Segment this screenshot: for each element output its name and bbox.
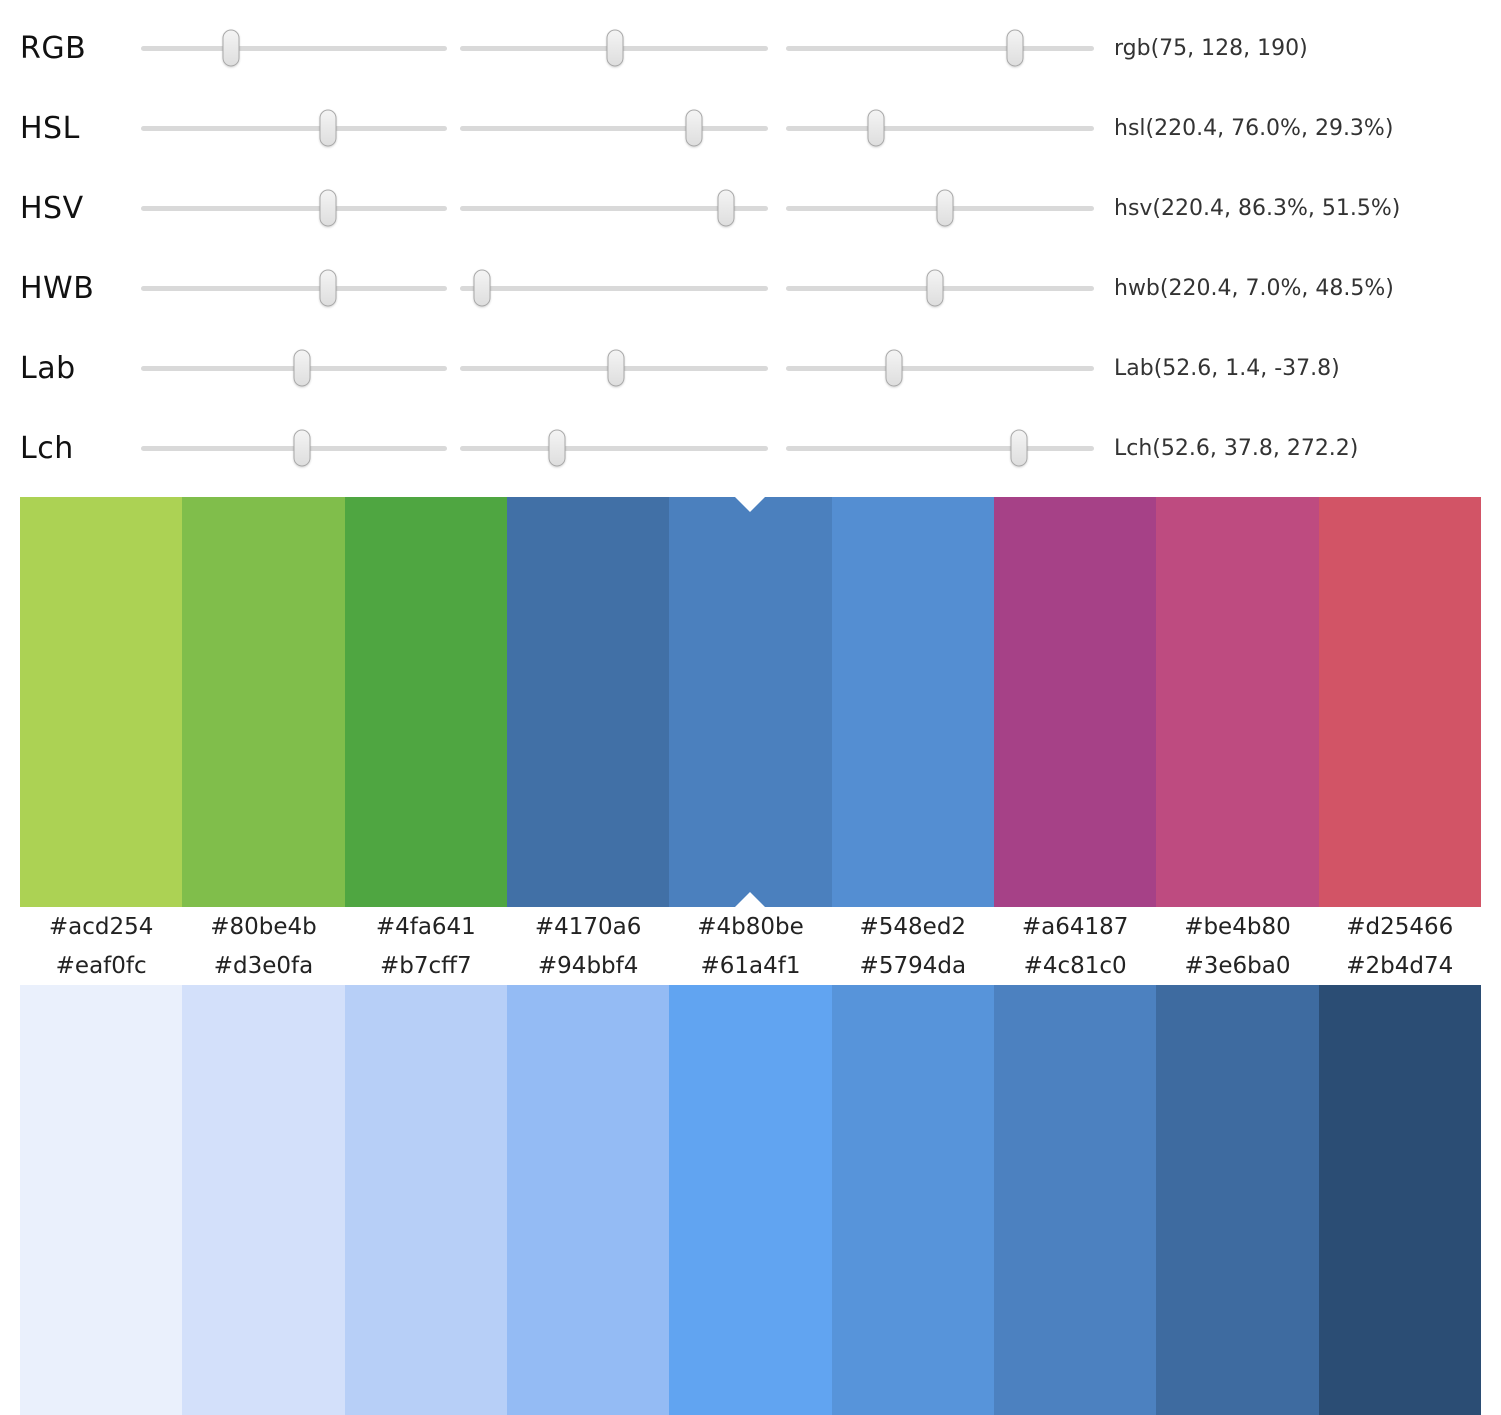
color-value-text: rgb(75, 128, 190)	[1114, 35, 1308, 61]
slider-track[interactable]	[786, 349, 1094, 387]
slider-row-hsv: HSV hsv(220.4, 86.3%, 51.5%)	[20, 168, 1481, 248]
slider-track[interactable]	[786, 29, 1094, 67]
slider-thumb[interactable]	[607, 349, 625, 387]
slider-track[interactable]	[141, 29, 447, 67]
palette-strip	[20, 497, 1481, 907]
slider-thumb[interactable]	[222, 29, 240, 67]
scale-hex-label: #d3e0fa	[213, 952, 314, 979]
slider-track[interactable]	[141, 349, 447, 387]
palette-hex-label: #a64187	[1021, 913, 1129, 940]
palette-hex-label: #4b80be	[697, 913, 804, 940]
palette-hex-label: #acd254	[48, 913, 154, 940]
scale-swatch[interactable]	[20, 985, 183, 1415]
selected-swatch-marker-bottom	[735, 892, 766, 907]
palette-hex-label: #80be4b	[210, 913, 317, 940]
slider-track[interactable]	[786, 109, 1094, 147]
slider-thumb[interactable]	[293, 429, 311, 467]
palette-swatch[interactable]	[20, 497, 183, 907]
slider-track[interactable]	[786, 269, 1094, 307]
slider-thumb[interactable]	[685, 109, 703, 147]
scale-hex-label: #5794da	[859, 952, 967, 979]
slider-thumb[interactable]	[936, 189, 954, 227]
color-value-text: hwb(220.4, 7.0%, 48.5%)	[1114, 275, 1394, 301]
slider-thumb[interactable]	[319, 109, 337, 147]
slider-thumb[interactable]	[319, 269, 337, 307]
slider-row-label: HSV	[20, 190, 84, 226]
slider-thumb[interactable]	[926, 269, 944, 307]
color-value-text: hsv(220.4, 86.3%, 51.5%)	[1114, 195, 1401, 221]
palette-hex-label: #4170a6	[534, 913, 642, 940]
slider-track[interactable]	[460, 349, 768, 387]
slider-row-hwb: HWB hwb(220.4, 7.0%, 48.5%)	[20, 248, 1481, 328]
slider-track[interactable]	[141, 109, 447, 147]
palette-swatch[interactable]	[182, 497, 345, 907]
slider-row-label: HWB	[20, 270, 95, 306]
scale-hex-label: #2b4d74	[1346, 952, 1454, 979]
palette-swatch[interactable]	[506, 497, 670, 907]
scale-swatch[interactable]	[993, 985, 1157, 1415]
color-value-text: hsl(220.4, 76.0%, 29.3%)	[1114, 115, 1394, 141]
scale-swatch[interactable]	[1318, 985, 1481, 1415]
scale-swatch[interactable]	[506, 985, 670, 1415]
scale-hex-label: #4c81c0	[1023, 952, 1127, 979]
scale-swatch[interactable]	[831, 985, 994, 1415]
slider-thumb[interactable]	[885, 349, 903, 387]
slider-row-label: Lab	[20, 350, 76, 386]
slider-track[interactable]	[460, 189, 768, 227]
slider-thumb[interactable]	[473, 269, 491, 307]
scale-swatch[interactable]	[1156, 985, 1319, 1415]
palette-hex-label: #4fa641	[375, 913, 476, 940]
slider-track[interactable]	[460, 109, 768, 147]
slider-row-lab: Lab Lab(52.6, 1.4, -37.8)	[20, 328, 1481, 408]
scale-hex-label: #b7cff7	[380, 952, 472, 979]
scale-hex-labels: #eaf0fc #d3e0fa #b7cff7 #94bbf4 #61a4f1 #5794…	[20, 946, 1481, 985]
slider-thumb[interactable]	[1006, 29, 1024, 67]
slider-row-lch: Lch Lch(52.6, 37.8, 272.2)	[20, 408, 1481, 488]
slider-thumb[interactable]	[717, 189, 735, 227]
scale-hex-label: #61a4f1	[700, 952, 801, 979]
slider-track[interactable]	[141, 269, 447, 307]
color-value-text: Lab(52.6, 1.4, -37.8)	[1114, 355, 1340, 381]
slider-track[interactable]	[786, 189, 1094, 227]
palette-swatch[interactable]	[344, 497, 507, 907]
scale-hex-label: #3e6ba0	[1184, 952, 1291, 979]
slider-track[interactable]	[141, 189, 447, 227]
slider-row-label: HSL	[20, 110, 80, 146]
palette-swatch[interactable]	[1156, 497, 1319, 907]
palette-hex-label: #d25466	[1346, 913, 1454, 940]
palette-hex-label: #be4b80	[1184, 913, 1291, 940]
selected-swatch-marker-top	[735, 497, 766, 512]
slider-track[interactable]	[460, 29, 768, 67]
slider-section: RGB rgb(75, 128, 190) HSL hsl(220.4, 76.0%,…	[20, 0, 1481, 488]
palette-hex-labels: #acd254 #80be4b #4fa641 #4170a6 #4b80be #548e…	[20, 907, 1481, 946]
scale-strip	[20, 985, 1481, 1415]
scale-swatch[interactable]	[182, 985, 345, 1415]
slider-track[interactable]	[141, 429, 447, 467]
slider-thumb[interactable]	[293, 349, 311, 387]
scale-hex-label: #eaf0fc	[55, 952, 147, 979]
slider-thumb[interactable]	[606, 29, 624, 67]
palette-swatch[interactable]	[1318, 497, 1481, 907]
palette-swatch[interactable]	[831, 497, 994, 907]
palette-hex-label: #548ed2	[859, 913, 967, 940]
palette-swatch[interactable]	[669, 497, 832, 907]
slider-track[interactable]	[460, 269, 768, 307]
scale-hex-label: #94bbf4	[537, 952, 639, 979]
slider-thumb[interactable]	[548, 429, 566, 467]
slider-track[interactable]	[460, 429, 768, 467]
slider-thumb[interactable]	[867, 109, 885, 147]
slider-row-rgb: RGB rgb(75, 128, 190)	[20, 8, 1481, 88]
scale-swatch[interactable]	[669, 985, 832, 1415]
slider-row-hsl: HSL hsl(220.4, 76.0%, 29.3%)	[20, 88, 1481, 168]
palette-swatch[interactable]	[993, 497, 1157, 907]
scale-swatch[interactable]	[344, 985, 507, 1415]
color-value-text: Lch(52.6, 37.8, 272.2)	[1114, 435, 1359, 461]
slider-track[interactable]	[786, 429, 1094, 467]
slider-row-label: Lch	[20, 430, 74, 466]
slider-thumb[interactable]	[319, 189, 337, 227]
slider-thumb[interactable]	[1010, 429, 1028, 467]
slider-row-label: RGB	[20, 30, 87, 66]
